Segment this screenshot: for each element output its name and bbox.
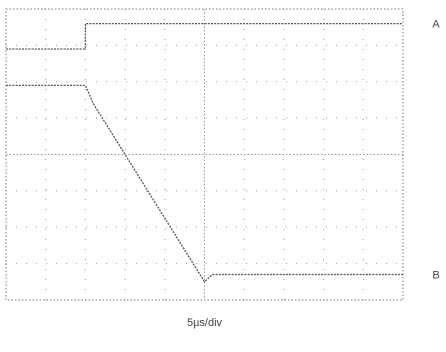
plot-frame [5, 8, 404, 301]
trace-a [6, 22, 403, 50]
trace-label-b: B [432, 270, 439, 282]
grid [6, 9, 403, 300]
trace-labels: AB [432, 19, 440, 282]
trace-label-a: A [432, 19, 440, 31]
traces [6, 22, 403, 283]
x-axis-label: 5µs/div [187, 317, 223, 329]
